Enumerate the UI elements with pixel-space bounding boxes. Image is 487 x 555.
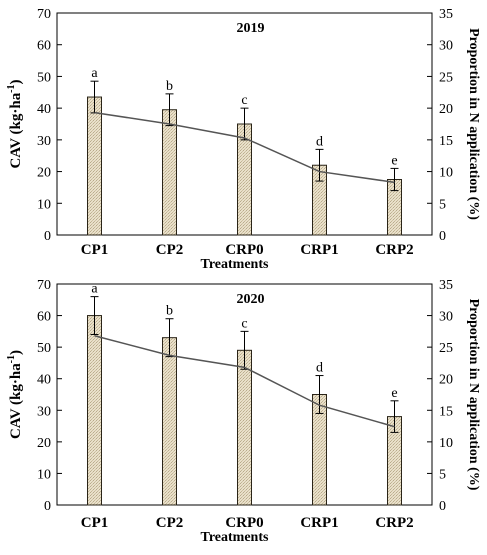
chart-2019-significance-letter: e [391, 153, 397, 168]
chart-2020-xlabel: Treatments [201, 530, 269, 545]
chart-2019-significance-letter: d [316, 134, 323, 149]
chart-2020-y2tick-label: 10 [439, 436, 453, 451]
chart-2020-y2tick-label: 5 [439, 467, 446, 482]
chart-2020-ytick-label: 40 [37, 373, 51, 388]
chart-2019-ylabel-close: ) [8, 79, 24, 84]
chart-2019-category-label: CP2 [156, 242, 184, 258]
chart-2020-y2tick-label: 20 [439, 373, 453, 388]
chart-2020-ytick-label: 60 [37, 310, 51, 325]
chart-2020-ytick-label: 10 [37, 467, 51, 482]
chart-2020-category-label: CP2 [156, 515, 184, 531]
chart-2019-ytick-label: 40 [37, 102, 51, 117]
chart-2019-bar [162, 109, 177, 236]
chart-2019-proportion-line [94, 111, 395, 184]
chart-2020-ytick-label: 0 [44, 499, 51, 514]
chart-2020-y2tick-label: 35 [439, 278, 453, 293]
chart-2019-y2tick-label: 10 [439, 166, 453, 181]
chart-2020-bar [162, 337, 177, 506]
chart-2019-ytick-label: 70 [37, 7, 51, 22]
chart-2020-significance-letter: b [166, 304, 173, 319]
chart-2019-y2tick-label: 5 [439, 197, 446, 212]
chart-2019-significance-letter: a [91, 66, 98, 81]
chart-2020-category-label: CP1 [81, 515, 109, 531]
chart-2020-significance-letter: c [241, 316, 247, 331]
chart-2020-ylabel: CAV (kg·ha-1) [6, 350, 24, 439]
chart-2019-ylabel-text: CAV (kg·ha [8, 92, 24, 168]
chart-2019-xlabel: Treatments [201, 257, 269, 272]
chart-2020-ytick-label: 70 [37, 278, 51, 293]
chart-2019-y2label: Proportion in N application (%) [466, 28, 481, 220]
chart-2020-y2tick-label: 25 [439, 341, 453, 356]
chart-2019-significance-letter: c [241, 93, 247, 108]
chart-2019-category-label: CRP2 [375, 242, 413, 258]
chart-2020-category-label: CRP2 [375, 515, 413, 531]
chart-2020-title: 2020 [237, 292, 265, 307]
chart-2019-category-label: CRP1 [300, 242, 338, 258]
chart-2019-y2tick-label: 25 [439, 70, 453, 85]
chart-2020-category-label: CRP1 [300, 515, 338, 531]
chart-2020-y2tick-label: 15 [439, 404, 453, 419]
chart-2020-y2tick-label: 30 [439, 310, 453, 325]
chart-2019-title: 2019 [237, 21, 265, 36]
chart-2020-ylabel-close: ) [8, 350, 24, 355]
chart-2019-ytick-label: 10 [37, 197, 51, 212]
chart-2019-ytick-label: 0 [44, 229, 51, 244]
chart-2019-ytick-label: 30 [37, 134, 51, 149]
chart-2019-y2tick-label: 0 [439, 229, 446, 244]
chart-2019-category-label: CP1 [81, 242, 109, 258]
chart-2019-y2tick-label: 20 [439, 102, 453, 117]
chart-2020-ytick-label: 20 [37, 436, 51, 451]
chart-2020-bar [237, 349, 252, 506]
chart-2019-y2tick-label: 35 [439, 7, 453, 22]
chart-2020-significance-letter: a [91, 282, 98, 297]
chart-2019-category-label: CRP0 [225, 242, 263, 258]
chart-2019-ytick-label: 50 [37, 70, 51, 85]
chart-2019-ytick-label: 20 [37, 166, 51, 181]
chart-2020-proportion-line [94, 335, 395, 428]
chart-2020-significance-letter: e [391, 386, 397, 401]
chart-2019-ylabel-superscript: -1 [6, 84, 17, 92]
chart-2019-y2tick-label: 30 [439, 39, 453, 54]
chart-2020-bar [87, 315, 102, 506]
chart-2020-category-label: CRP0 [225, 515, 263, 531]
chart-2019-y2tick-label: 15 [439, 134, 453, 149]
chart-2020-ytick-label: 30 [37, 404, 51, 419]
chart-2020-ylabel-text: CAV (kg·ha [8, 363, 24, 439]
chart-2020-significance-letter: d [316, 361, 323, 376]
chart-2019-significance-letter: b [166, 79, 173, 94]
chart-2019-ylabel: CAV (kg·ha-1) [6, 79, 24, 168]
chart-2020-y2tick-label: 0 [439, 499, 446, 514]
chart-2019-bar [87, 96, 102, 236]
chart-2019-ytick-label: 60 [37, 39, 51, 54]
chart-2020-y2label: Proportion in N application (%) [466, 299, 481, 491]
chart-2020-ylabel-superscript: -1 [6, 355, 17, 363]
chart-2020-ytick-label: 50 [37, 341, 51, 356]
